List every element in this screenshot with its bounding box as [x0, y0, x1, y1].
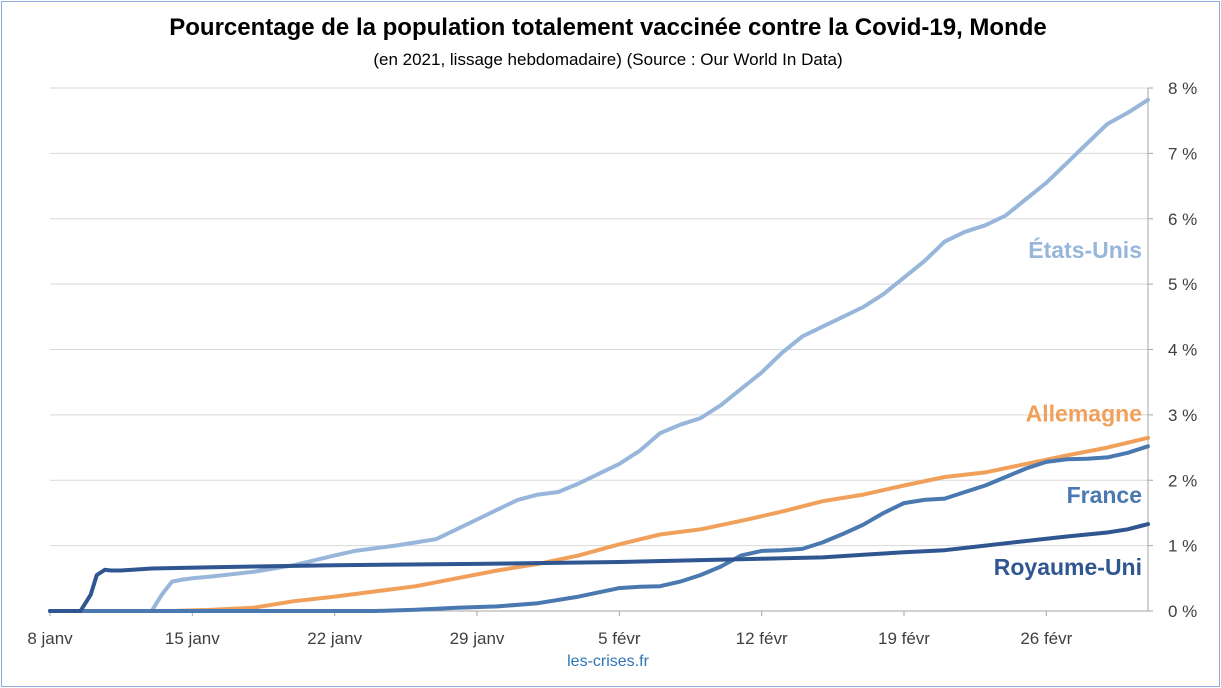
y-tick-label: 4 % [1168, 341, 1197, 360]
y-tick-label: 3 % [1168, 406, 1197, 425]
x-tick-label: 19 févr [878, 629, 930, 648]
series-labels: États-Unis Allemagne France Royaume-Uni [994, 236, 1142, 580]
series-lines [48, 97, 1150, 613]
x-tick-label: 22 janv [307, 629, 362, 648]
y-tick-label: 0 % [1168, 602, 1197, 621]
series-line-0 [48, 97, 1150, 613]
x-tick-label: 12 févr [736, 629, 788, 648]
chart-title: Pourcentage de la population totalement … [169, 14, 1047, 41]
x-tick-label: 26 févr [1020, 629, 1072, 648]
series-line-2 [48, 444, 1150, 613]
series-label: États-Unis [1028, 236, 1142, 263]
x-tick-label: 29 janv [450, 629, 505, 648]
series-label: France [1067, 482, 1142, 508]
series-label: Royaume-Uni [994, 554, 1142, 580]
gridlines [50, 87, 1148, 547]
y-tick-label: 7 % [1168, 144, 1197, 163]
series-line-3 [48, 522, 1150, 613]
series-label: Allemagne [1026, 400, 1142, 426]
x-tick-label: 15 janv [165, 629, 220, 648]
series-line-1 [48, 435, 1150, 613]
y-tick-label: 5 % [1168, 275, 1197, 294]
y-axis-tick-labels: 0 % 1 % 2 % 3 % 4 % 5 % 6 % 7 % 8 % [1147, 79, 1197, 621]
y-tick-label: 8 % [1168, 79, 1197, 98]
y-tick-label: 6 % [1168, 210, 1197, 229]
source-credit: les-crises.fr [567, 653, 649, 670]
x-tick-label: 5 févr [598, 629, 641, 648]
y-tick-label: 2 % [1168, 471, 1197, 490]
x-tick-label: 8 janv [27, 629, 73, 648]
y-tick-label: 1 % [1168, 537, 1197, 556]
x-axis: 8 janv 15 janv 22 janv 29 janv 5 févr 12 févr… [27, 610, 1148, 648]
chart-subtitle: (en 2021, lissage hebdomadaire) (Source … [373, 50, 843, 69]
